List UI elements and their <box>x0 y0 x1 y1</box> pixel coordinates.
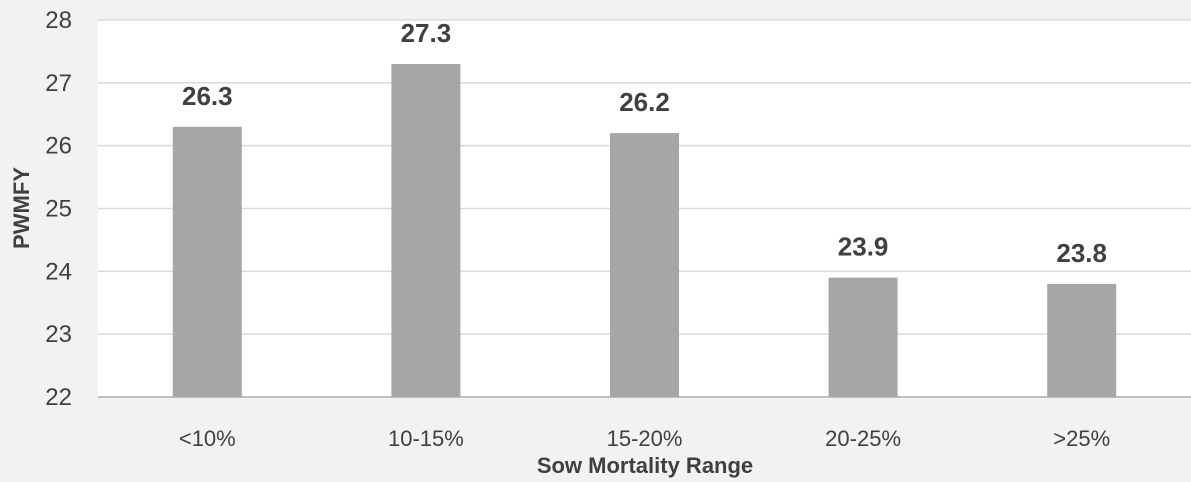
bar <box>172 126 242 398</box>
data-label: 26.2 <box>619 87 670 117</box>
x-axis-title: Sow Mortality Range <box>537 453 753 478</box>
y-tick-label: 23 <box>45 321 72 348</box>
x-category-label: >25% <box>1053 426 1110 451</box>
x-category-labels: <10% 10-15% 15-20% 20-25% >25% <box>179 426 1110 451</box>
data-label: 23.8 <box>1056 238 1107 268</box>
x-category-label: <10% <box>179 426 236 451</box>
y-tick-label: 28 <box>45 7 72 34</box>
y-tick-label: 22 <box>45 384 72 411</box>
y-tick-label: 25 <box>45 196 72 223</box>
bar <box>610 133 679 397</box>
x-category-label: 15-20% <box>607 426 683 451</box>
y-tick-label: 24 <box>45 258 72 285</box>
y-tick-labels: 22 23 24 25 26 27 28 <box>45 7 72 411</box>
data-labels: 26.3 27.3 26.2 23.9 23.8 <box>182 18 1107 268</box>
bar <box>391 63 461 397</box>
y-axis-title: PWMFY <box>9 167 34 249</box>
bar <box>1047 283 1117 397</box>
x-category-label: 20-25% <box>825 426 901 451</box>
data-label: 23.9 <box>838 232 889 262</box>
data-label: 26.3 <box>182 81 233 111</box>
y-tick-label: 26 <box>45 133 72 160</box>
bars <box>172 63 1117 398</box>
bar <box>828 277 898 397</box>
y-tick-label: 27 <box>45 70 72 97</box>
x-category-label: 10-15% <box>388 426 464 451</box>
data-label: 27.3 <box>401 18 452 48</box>
